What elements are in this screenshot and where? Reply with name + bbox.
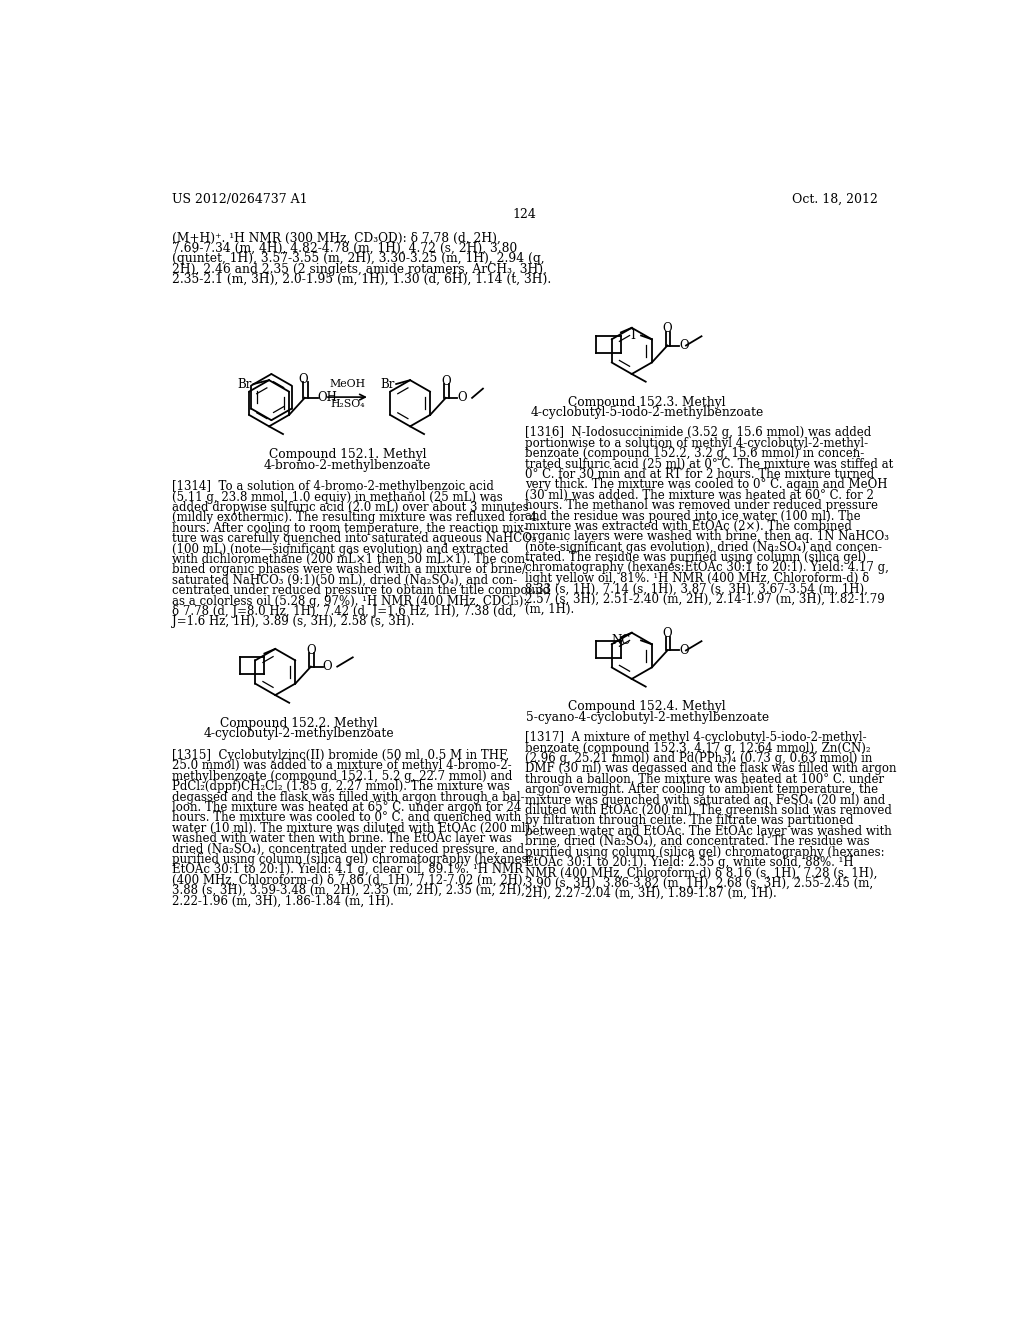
Text: MeOH: MeOH [330, 379, 366, 389]
Text: chromatography (hexanes:EtOAc 30:1 to 20:1). Yield: 4.17 g,: chromatography (hexanes:EtOAc 30:1 to 20… [524, 561, 889, 574]
Text: by filtration through celite. The filtrate was partitioned: by filtration through celite. The filtra… [524, 814, 853, 828]
Text: trated sulfuric acid (25 ml) at 0° C. The mixture was stiffed at: trated sulfuric acid (25 ml) at 0° C. Th… [524, 458, 893, 470]
Text: δ 7.78 (d, J=8.0 Hz, 1H), 7.42 (d, J=1.6 Hz, 1H), 7.38 (dd,: δ 7.78 (d, J=8.0 Hz, 1H), 7.42 (d, J=1.6… [172, 605, 516, 618]
Text: O: O [306, 644, 315, 656]
Text: between water and EtOAc. The EtOAc layer was washed with: between water and EtOAc. The EtOAc layer… [524, 825, 892, 838]
Text: added dropwise sulfuric acid (2.0 mL) over about 3 minutes: added dropwise sulfuric acid (2.0 mL) ov… [172, 502, 529, 513]
Text: brine, dried (Na₂SO₄), and concentrated. The residue was: brine, dried (Na₂SO₄), and concentrated.… [524, 836, 869, 849]
Text: (quintet, 1H), 3.57-3.55 (m, 2H), 3.30-3.25 (m, 1H), 2.94 (q,: (quintet, 1H), 3.57-3.55 (m, 2H), 3.30-3… [172, 252, 545, 265]
Text: 7.69-7.34 (m, 4H), 4.82-4.78 (m, 1H), 4.72 (s, 2H), 3.80: 7.69-7.34 (m, 4H), 4.82-4.78 (m, 1H), 4.… [172, 242, 517, 255]
Text: methylbenzoate (compound 152.1, 5.2 g, 22.7 mmol) and: methylbenzoate (compound 152.1, 5.2 g, 2… [172, 770, 513, 783]
Text: centrated under reduced pressure to obtain the title compound: centrated under reduced pressure to obta… [172, 585, 550, 597]
Text: I: I [630, 329, 635, 342]
Text: [1317]  A mixture of methyl 4-cyclobutyl-5-iodo-2-methyl-: [1317] A mixture of methyl 4-cyclobutyl-… [524, 731, 866, 744]
Text: purified using column (silica gel) chromatography (hexanes:: purified using column (silica gel) chrom… [524, 846, 885, 858]
Text: (note-significant gas evolution), dried (Na₂SO₄) and concen-: (note-significant gas evolution), dried … [524, 541, 882, 553]
Text: OH: OH [317, 391, 338, 404]
Text: DMF (30 ml) was degassed and the flask was filled with argon: DMF (30 ml) was degassed and the flask w… [524, 763, 896, 775]
Text: saturated NaHCO₃ (9:1)(50 mL), dried (Na₂SO₄), and con-: saturated NaHCO₃ (9:1)(50 mL), dried (Na… [172, 574, 517, 587]
Text: ture was carefully quenched into saturated aqueous NaHCO₃: ture was carefully quenched into saturat… [172, 532, 537, 545]
Text: dried (Na₂SO₄), concentrated under reduced pressure, and: dried (Na₂SO₄), concentrated under reduc… [172, 842, 524, 855]
Text: O: O [679, 339, 688, 352]
Text: 4-bromo-2-methylbenzoate: 4-bromo-2-methylbenzoate [263, 459, 431, 471]
Text: Oct. 18, 2012: Oct. 18, 2012 [792, 193, 878, 206]
Text: 5-cyano-4-cyclobutyl-2-methylbenzoate: 5-cyano-4-cyclobutyl-2-methylbenzoate [525, 711, 769, 725]
Text: Compound 152.3. Methyl: Compound 152.3. Methyl [568, 396, 726, 409]
Text: argon overnight. After cooling to ambient temperature, the: argon overnight. After cooling to ambien… [524, 783, 878, 796]
Text: (m, 1H).: (m, 1H). [524, 603, 574, 616]
Text: trated. The residue was purified using column (silica gel): trated. The residue was purified using c… [524, 552, 866, 564]
Text: PdCl₂(dppf)CH₂Cl₂ (1.85 g, 2.27 mmol). The mixture was: PdCl₂(dppf)CH₂Cl₂ (1.85 g, 2.27 mmol). T… [172, 780, 510, 793]
Text: H₂SO₄: H₂SO₄ [330, 400, 365, 409]
Text: O: O [323, 660, 332, 673]
Text: very thick. The mixture was cooled to 0° C. again and MeOH: very thick. The mixture was cooled to 0°… [524, 478, 888, 491]
Text: hours. After cooling to room temperature, the reaction mix-: hours. After cooling to room temperature… [172, 521, 527, 535]
Text: (100 mL) (note—significant gas evolution) and extracted: (100 mL) (note—significant gas evolution… [172, 543, 509, 556]
Text: 0° C. for 30 min and at RT for 2 hours. The mixture turned: 0° C. for 30 min and at RT for 2 hours. … [524, 469, 874, 480]
Text: (30 ml) was added. The mixture was heated at 60° C. for 2: (30 ml) was added. The mixture was heate… [524, 488, 873, 502]
Text: portionwise to a solution of methyl 4-cyclobutyl-2-methyl-: portionwise to a solution of methyl 4-cy… [524, 437, 868, 450]
Text: J=1.6 Hz, 1H), 3.89 (s, 3H), 2.58 (s, 3H).: J=1.6 Hz, 1H), 3.89 (s, 3H), 2.58 (s, 3H… [172, 615, 415, 628]
Text: Br: Br [238, 378, 252, 391]
Text: O: O [441, 375, 451, 388]
Text: US 2012/0264737 A1: US 2012/0264737 A1 [172, 193, 308, 206]
Text: 25.0 mmol) was added to a mixture of methyl 4-bromo-2-: 25.0 mmol) was added to a mixture of met… [172, 759, 512, 772]
Text: degassed and the flask was filled with argon through a bal-: degassed and the flask was filled with a… [172, 791, 524, 804]
Text: benzoate (compound 152.2, 3.2 g, 15.6 mmol) in concen-: benzoate (compound 152.2, 3.2 g, 15.6 mm… [524, 447, 864, 461]
Text: 2.22-1.96 (m, 3H), 1.86-1.84 (m, 1H).: 2.22-1.96 (m, 3H), 1.86-1.84 (m, 1H). [172, 895, 394, 908]
Text: hours. The methanol was removed under reduced pressure: hours. The methanol was removed under re… [524, 499, 878, 512]
Text: O: O [663, 322, 672, 335]
Text: hours. The mixture was cooled to 0° C. and quenched with: hours. The mixture was cooled to 0° C. a… [172, 812, 521, 825]
Text: [1315]  Cyclobutylzinc(II) bromide (50 ml, 0.5 M in THF,: [1315] Cyclobutylzinc(II) bromide (50 ml… [172, 748, 509, 762]
Text: 4-cyclobutyl-5-iodo-2-methylbenzoate: 4-cyclobutyl-5-iodo-2-methylbenzoate [530, 407, 764, 420]
Text: Compound 152.4. Methyl: Compound 152.4. Methyl [568, 701, 726, 714]
Text: NC: NC [611, 634, 630, 647]
Text: (2.96 g, 25.21 mmol) and Pd(PPh₃)₄ (0.73 g, 0.63 mmol) in: (2.96 g, 25.21 mmol) and Pd(PPh₃)₄ (0.73… [524, 752, 872, 766]
Text: 2.35-2.1 (m, 3H), 2.0-1.95 (m, 1H), 1.30 (d, 6H), 1.14 (t, 3H).: 2.35-2.1 (m, 3H), 2.0-1.95 (m, 1H), 1.30… [172, 273, 552, 286]
Text: and the residue was poured into ice water (100 ml). The: and the residue was poured into ice wate… [524, 510, 860, 523]
Text: diluted with EtOAc (200 ml). The greenish solid was removed: diluted with EtOAc (200 ml). The greenis… [524, 804, 892, 817]
Text: water (10 ml). The mixture was diluted with EtOAc (200 ml),: water (10 ml). The mixture was diluted w… [172, 822, 535, 834]
Text: EtOAc 30:1 to 20:1). Yield: 2.55 g, white solid, 88%. ¹H: EtOAc 30:1 to 20:1). Yield: 2.55 g, whit… [524, 855, 853, 869]
Text: through a balloon. The mixture was heated at 100° C. under: through a balloon. The mixture was heate… [524, 774, 884, 785]
Text: O: O [679, 644, 688, 657]
Text: EtOAc 30:1 to 20:1). Yield: 4.1 g, clear oil, 89.1%. ¹H NMR: EtOAc 30:1 to 20:1). Yield: 4.1 g, clear… [172, 863, 523, 876]
Text: purified using column (silica gel) chromatography (hexanes:: purified using column (silica gel) chrom… [172, 853, 531, 866]
Text: Compound 152.2. Methyl: Compound 152.2. Methyl [220, 717, 377, 730]
Text: 124: 124 [513, 207, 537, 220]
Text: [1314]  To a solution of 4-bromo-2-methylbenzoic acid: [1314] To a solution of 4-bromo-2-methyl… [172, 480, 494, 494]
Text: 4-cyclobutyl-2-methylbenzoate: 4-cyclobutyl-2-methylbenzoate [203, 727, 394, 741]
Text: O: O [458, 391, 467, 404]
Text: NMR (400 MHz, Chloroform-d) δ 8.16 (s, 1H), 7.28 (s, 1H),: NMR (400 MHz, Chloroform-d) δ 8.16 (s, 1… [524, 866, 878, 879]
Text: O: O [663, 627, 672, 640]
Text: Compound 152.1. Methyl: Compound 152.1. Methyl [268, 447, 426, 461]
Text: (5.11 g, 23.8 mmol, 1.0 equiv) in methanol (25 mL) was: (5.11 g, 23.8 mmol, 1.0 equiv) in methan… [172, 491, 503, 504]
Text: washed with water then with brine. The EtOAc layer was: washed with water then with brine. The E… [172, 832, 512, 845]
Text: Br: Br [380, 378, 394, 391]
Text: benzoate (compound 152.3, 4.17 g, 12.64 mmol), Zn(CN)₂: benzoate (compound 152.3, 4.17 g, 12.64 … [524, 742, 870, 755]
Text: 3.88 (s, 3H), 3.59-3.48 (m, 2H), 2.35 (m, 2H), 2.35 (m, 2H),: 3.88 (s, 3H), 3.59-3.48 (m, 2H), 2.35 (m… [172, 884, 525, 898]
Text: mixture was extracted with EtOAc (2×). The combined: mixture was extracted with EtOAc (2×). T… [524, 520, 852, 533]
Text: 8.33 (s, 1H), 7.14 (s, 1H), 3.87 (s, 3H), 3.67-3.54 (m, 1H),: 8.33 (s, 1H), 7.14 (s, 1H), 3.87 (s, 3H)… [524, 582, 867, 595]
Text: mixture was quenched with saturated aq. FeSO₄ (20 ml) and: mixture was quenched with saturated aq. … [524, 793, 885, 807]
Text: 3.90 (s, 3H), 3.86-3.82 (m, 1H), 2.68 (s, 3H), 2.55-2.45 (m,: 3.90 (s, 3H), 3.86-3.82 (m, 1H), 2.68 (s… [524, 876, 872, 890]
Text: 2H), 2.46 and 2.35 (2 singlets, amide rotamers, ArCH₃, 3H),: 2H), 2.46 and 2.35 (2 singlets, amide ro… [172, 263, 547, 276]
Text: (M+H)⁺. ¹H NMR (300 MHz, CD₃OD): δ 7.78 (d, 2H),: (M+H)⁺. ¹H NMR (300 MHz, CD₃OD): δ 7.78 … [172, 231, 501, 244]
Text: (mildly exothermic). The resulting mixture was refluxed for 4: (mildly exothermic). The resulting mixtu… [172, 511, 538, 524]
Text: with dichloromethane (200 mL×1 then 50 mL×1). The com-: with dichloromethane (200 mL×1 then 50 m… [172, 553, 529, 566]
Text: as a colorless oil (5.28 g, 97%). ¹H NMR (400 MHz, CDCl₃):: as a colorless oil (5.28 g, 97%). ¹H NMR… [172, 594, 527, 607]
Text: 2H), 2.27-2.04 (m, 3H), 1.89-1.87 (m, 1H).: 2H), 2.27-2.04 (m, 3H), 1.89-1.87 (m, 1H… [524, 887, 776, 900]
Text: bined organic phases were washed with a mixture of brine/: bined organic phases were washed with a … [172, 564, 526, 577]
Text: O: O [298, 374, 308, 387]
Text: 2.57 (s, 3H), 2.51-2.40 (m, 2H), 2.14-1.97 (m, 3H), 1.82-1.79: 2.57 (s, 3H), 2.51-2.40 (m, 2H), 2.14-1.… [524, 593, 885, 606]
Text: light yellow oil, 81%. ¹H NMR (400 MHz, Chloroform-d) δ: light yellow oil, 81%. ¹H NMR (400 MHz, … [524, 572, 869, 585]
Text: organic layers were washed with brine, then aq. 1N NaHCO₃: organic layers were washed with brine, t… [524, 531, 889, 544]
Text: [1316]  N-Iodosuccinimide (3.52 g, 15.6 mmol) was added: [1316] N-Iodosuccinimide (3.52 g, 15.6 m… [524, 426, 871, 440]
Text: loon. The mixture was heated at 65° C. under argon for 24: loon. The mixture was heated at 65° C. u… [172, 801, 521, 814]
Text: (400 MHz, Chloroform-d) δ 7.86 (d, 1H), 7.12-7.02 (m, 2H),: (400 MHz, Chloroform-d) δ 7.86 (d, 1H), … [172, 874, 526, 887]
